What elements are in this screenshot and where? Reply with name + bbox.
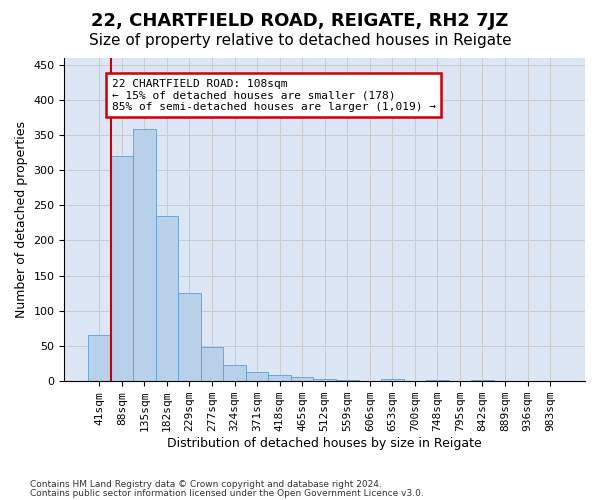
Bar xyxy=(404,380,426,381)
Bar xyxy=(291,377,313,381)
Bar xyxy=(110,156,133,381)
Text: Contains public sector information licensed under the Open Government Licence v3: Contains public sector information licen… xyxy=(30,489,424,498)
Y-axis label: Number of detached properties: Number of detached properties xyxy=(15,121,28,318)
Bar xyxy=(178,294,201,381)
Bar xyxy=(381,379,404,381)
Bar xyxy=(516,380,539,381)
Text: Size of property relative to detached houses in Reigate: Size of property relative to detached ho… xyxy=(89,32,511,48)
Text: Contains HM Land Registry data © Crown copyright and database right 2024.: Contains HM Land Registry data © Crown c… xyxy=(30,480,382,489)
Bar xyxy=(426,380,449,381)
X-axis label: Distribution of detached houses by size in Reigate: Distribution of detached houses by size … xyxy=(167,437,482,450)
Text: 22, CHARTFIELD ROAD, REIGATE, RH2 7JZ: 22, CHARTFIELD ROAD, REIGATE, RH2 7JZ xyxy=(91,12,509,30)
Bar xyxy=(223,365,246,381)
Text: 22 CHARTFIELD ROAD: 108sqm
← 15% of detached houses are smaller (178)
85% of sem: 22 CHARTFIELD ROAD: 108sqm ← 15% of deta… xyxy=(112,78,436,112)
Bar xyxy=(313,379,336,381)
Bar xyxy=(88,336,110,381)
Bar xyxy=(539,380,562,381)
Bar xyxy=(494,380,516,381)
Bar xyxy=(449,380,471,381)
Bar xyxy=(155,216,178,381)
Bar xyxy=(268,375,291,381)
Bar xyxy=(201,348,223,381)
Bar xyxy=(133,130,155,381)
Bar xyxy=(336,380,359,381)
Bar xyxy=(359,380,381,381)
Bar xyxy=(471,380,494,381)
Bar xyxy=(246,372,268,381)
